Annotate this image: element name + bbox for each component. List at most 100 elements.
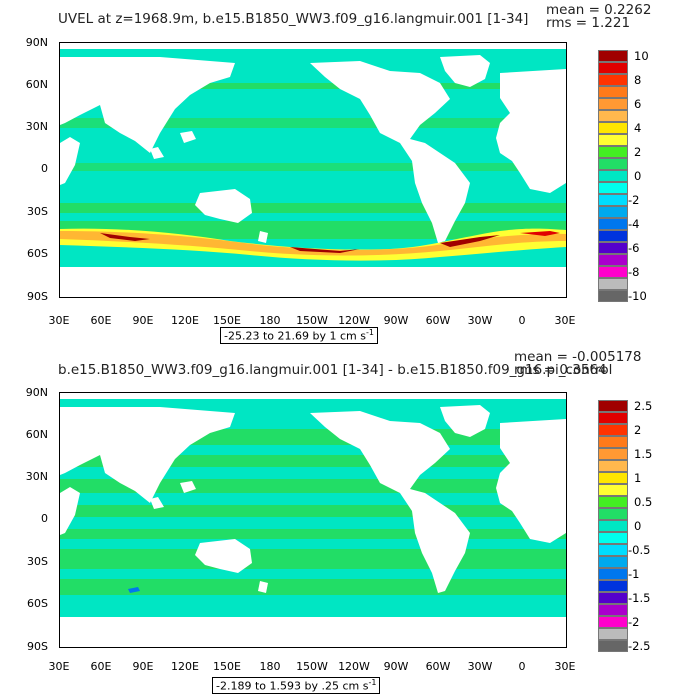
colorbar-swatch <box>598 122 628 134</box>
lon-tick: 90E <box>132 660 154 673</box>
colorbar-swatch <box>598 508 628 520</box>
range-unit-exponent: -1 <box>368 678 377 687</box>
colorbar-swatch <box>598 134 628 146</box>
lat-tick: 30N <box>25 470 48 483</box>
colorbar-swatch <box>598 628 628 640</box>
lon-tick: 30W <box>467 660 493 673</box>
colorbar-swatch <box>598 580 628 592</box>
colorbar-swatch <box>598 278 628 290</box>
lat-tick: 0 <box>41 162 48 175</box>
lon-tick: 60E <box>90 314 112 327</box>
lon-tick: 120E <box>171 660 199 673</box>
colorbar-label: 0 <box>634 519 642 533</box>
colorbar-swatch <box>598 74 628 86</box>
colorbar-swatch <box>598 110 628 122</box>
colorbar-label: -1 <box>628 567 640 581</box>
range-unit-exponent: -1 <box>365 328 374 337</box>
colorbar-swatch <box>598 520 628 532</box>
range-text: -25.23 to 21.69 by 1 cm s <box>224 329 366 343</box>
colorbar-label: 2 <box>634 145 642 159</box>
lat-tick: 90S <box>27 640 48 653</box>
lat-tick: 90N <box>25 36 48 49</box>
colorbar-swatch <box>598 230 628 242</box>
lon-tick: 120E <box>171 314 199 327</box>
mean-label: mean = 0.2262 <box>546 2 652 18</box>
colorbar-swatch <box>598 206 628 218</box>
colorbar-swatch <box>598 194 628 206</box>
lon-tick: 150E <box>213 314 241 327</box>
lon-tick: 150W <box>296 660 328 673</box>
lon-tick: 120W <box>338 314 370 327</box>
colorbar-label: -2 <box>628 615 640 629</box>
lon-tick: 60W <box>425 314 451 327</box>
panel-bottom: b.e15.B1850_WW3.f09_g16.langmuir.001 [1-… <box>0 350 700 700</box>
colorbar-swatch <box>598 242 628 254</box>
lon-tick: 180 <box>259 314 281 327</box>
colorbar-swatch <box>598 170 628 182</box>
rms-label: rms = 1.221 <box>546 15 631 31</box>
colorbar-swatch <box>598 424 628 436</box>
colorbar-label: 0 <box>634 169 642 183</box>
range-label: -25.23 to 21.69 by 1 cm s-1 <box>220 327 378 344</box>
lat-tick: 0 <box>41 512 48 525</box>
colorbar-swatch <box>598 472 628 484</box>
colorbar-swatch <box>598 182 628 194</box>
colorbar-label: -2 <box>628 193 640 207</box>
lon-tick: 180 <box>259 660 281 673</box>
lon-tick: 0 <box>518 314 526 327</box>
lat-tick: 90S <box>27 290 48 303</box>
colorbar-swatch <box>598 254 628 266</box>
colorbar-label: 8 <box>634 73 642 87</box>
lon-tick: 30E <box>554 314 576 327</box>
colorbar-swatch <box>598 266 628 278</box>
colorbar-swatch <box>598 146 628 158</box>
colorbar-label: -2.5 <box>628 639 651 653</box>
rms-label: rms = 0.3564 <box>514 362 607 378</box>
lon-tick: 120W <box>338 660 370 673</box>
colorbar-label: 1.5 <box>634 447 653 461</box>
lon-tick: 30E <box>48 314 70 327</box>
range-label: -2.189 to 1.593 by .25 cm s-1 <box>212 677 381 694</box>
colorbar-swatch <box>598 616 628 628</box>
mean-label: mean = -0.005178 <box>514 349 642 365</box>
colorbar-swatch <box>598 436 628 448</box>
colorbar-swatch <box>598 86 628 98</box>
colorbar-swatch <box>598 98 628 110</box>
lat-tick: 60N <box>25 78 48 91</box>
lon-tick: 0 <box>518 660 526 673</box>
panel-title: b.e15.B1850_WW3.f09_g16.langmuir.001 [1-… <box>58 362 613 378</box>
lat-tick: 90N <box>25 386 48 399</box>
ocean-field <box>60 43 566 297</box>
colorbar-swatch <box>598 532 628 544</box>
colorbar-swatch <box>598 460 628 472</box>
colorbar-swatch <box>598 604 628 616</box>
colorbar-label: 4 <box>634 121 642 135</box>
colorbar-swatch <box>598 218 628 230</box>
colorbar-swatch <box>598 568 628 580</box>
range-text: -2.189 to 1.593 by .25 cm s <box>216 679 369 693</box>
colorbar-label: 6 <box>634 97 642 111</box>
colorbar-swatch <box>598 62 628 74</box>
colorbar-swatch <box>598 50 628 62</box>
colorbar-swatch <box>598 400 628 412</box>
lon-tick: 30E <box>554 660 576 673</box>
colorbar-label: -6 <box>628 241 640 255</box>
colorbar-swatch <box>598 484 628 496</box>
colorbar-label: -0.5 <box>628 543 651 557</box>
colorbar-swatch <box>598 640 628 652</box>
lon-tick: 60W <box>425 660 451 673</box>
lon-tick: 90E <box>132 314 154 327</box>
lat-tick: 30N <box>25 120 48 133</box>
colorbar-label: -1.5 <box>628 591 651 605</box>
lon-tick: 30E <box>48 660 70 673</box>
colorbar-label: 1 <box>634 471 642 485</box>
lon-tick: 60E <box>90 660 112 673</box>
panel-title: UVEL at z=1968.9m, b.e15.B1850_WW3.f09_g… <box>58 11 529 27</box>
lat-tick: 30S <box>27 555 48 568</box>
panel-top: UVEL at z=1968.9m, b.e15.B1850_WW3.f09_g… <box>25 2 652 344</box>
map-plot <box>59 392 567 648</box>
map-plot <box>59 42 567 298</box>
colorbar-label: 10 <box>634 49 649 63</box>
colorbar-swatch <box>598 412 628 424</box>
colorbar-swatch <box>598 556 628 568</box>
